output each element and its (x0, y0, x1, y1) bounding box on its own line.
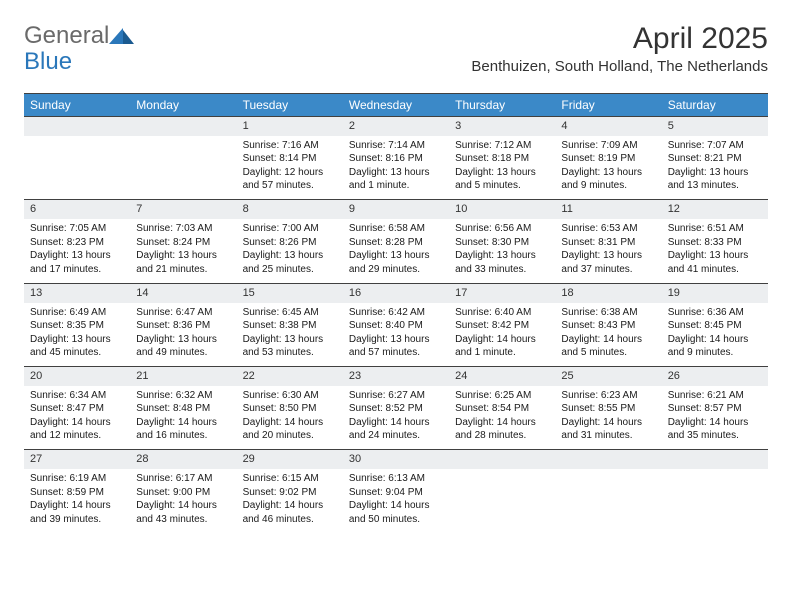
day-detail-cell: Sunrise: 7:00 AMSunset: 8:26 PMDaylight:… (237, 219, 343, 283)
day-number-cell (555, 450, 661, 469)
weekday-header: Tuesday (237, 94, 343, 117)
day-detail-cell: Sunrise: 6:34 AMSunset: 8:47 PMDaylight:… (24, 386, 130, 450)
day-detail-cell: Sunrise: 6:15 AMSunset: 9:02 PMDaylight:… (237, 469, 343, 533)
day-detail-cell: Sunrise: 6:42 AMSunset: 8:40 PMDaylight:… (343, 303, 449, 367)
day-number-cell: 22 (237, 367, 343, 386)
day-detail-cell: Sunrise: 6:58 AMSunset: 8:28 PMDaylight:… (343, 219, 449, 283)
day-number-cell: 13 (24, 283, 130, 302)
month-title: April 2025 (471, 22, 768, 56)
weekday-header: Saturday (662, 94, 768, 117)
day-detail-cell: Sunrise: 7:05 AMSunset: 8:23 PMDaylight:… (24, 219, 130, 283)
weekday-header: Friday (555, 94, 661, 117)
day-detail-cell: Sunrise: 6:36 AMSunset: 8:45 PMDaylight:… (662, 303, 768, 367)
day-number-cell: 16 (343, 283, 449, 302)
day-detail-cell: Sunrise: 6:19 AMSunset: 8:59 PMDaylight:… (24, 469, 130, 533)
day-detail-cell: Sunrise: 6:53 AMSunset: 8:31 PMDaylight:… (555, 219, 661, 283)
day-number-cell: 25 (555, 367, 661, 386)
day-detail-cell: Sunrise: 7:07 AMSunset: 8:21 PMDaylight:… (662, 136, 768, 200)
logo-text-general: General (24, 22, 109, 50)
day-number-cell: 18 (555, 283, 661, 302)
day-number-cell: 9 (343, 200, 449, 219)
day-number-cell: 24 (449, 367, 555, 386)
day-number-cell: 28 (130, 450, 236, 469)
location-text: Benthuizen, South Holland, The Netherlan… (471, 58, 768, 75)
logo-subtext: Blue (24, 48, 72, 76)
day-detail-cell (555, 469, 661, 533)
weekday-header: Sunday (24, 94, 130, 117)
day-number-cell: 10 (449, 200, 555, 219)
day-number-cell: 20 (24, 367, 130, 386)
day-number-cell: 7 (130, 200, 236, 219)
day-detail-cell: Sunrise: 6:45 AMSunset: 8:38 PMDaylight:… (237, 303, 343, 367)
day-number-cell (130, 117, 236, 136)
day-detail-cell: Sunrise: 6:38 AMSunset: 8:43 PMDaylight:… (555, 303, 661, 367)
day-detail-cell (130, 136, 236, 200)
day-number-cell (662, 450, 768, 469)
day-detail-cell: Sunrise: 6:13 AMSunset: 9:04 PMDaylight:… (343, 469, 449, 533)
day-detail-cell: Sunrise: 6:47 AMSunset: 8:36 PMDaylight:… (130, 303, 236, 367)
day-number-row: 13141516171819 (24, 283, 768, 302)
day-detail-cell: Sunrise: 7:14 AMSunset: 8:16 PMDaylight:… (343, 136, 449, 200)
title-block: April 2025 Benthuizen, South Holland, Th… (471, 22, 768, 75)
calendar-table: SundayMondayTuesdayWednesdayThursdayFrid… (24, 93, 768, 533)
day-number-cell (449, 450, 555, 469)
day-detail-row: Sunrise: 6:49 AMSunset: 8:35 PMDaylight:… (24, 303, 768, 367)
logo-triangle-icon (109, 24, 135, 46)
logo: General (24, 22, 137, 50)
day-number-cell: 30 (343, 450, 449, 469)
day-detail-cell: Sunrise: 6:56 AMSunset: 8:30 PMDaylight:… (449, 219, 555, 283)
day-number-cell: 6 (24, 200, 130, 219)
day-number-row: 20212223242526 (24, 367, 768, 386)
day-number-cell: 11 (555, 200, 661, 219)
day-detail-row: Sunrise: 7:05 AMSunset: 8:23 PMDaylight:… (24, 219, 768, 283)
day-number-cell: 17 (449, 283, 555, 302)
day-detail-cell: Sunrise: 6:32 AMSunset: 8:48 PMDaylight:… (130, 386, 236, 450)
day-detail-cell: Sunrise: 6:27 AMSunset: 8:52 PMDaylight:… (343, 386, 449, 450)
day-detail-cell: Sunrise: 6:25 AMSunset: 8:54 PMDaylight:… (449, 386, 555, 450)
day-detail-cell: Sunrise: 7:03 AMSunset: 8:24 PMDaylight:… (130, 219, 236, 283)
weekday-header: Wednesday (343, 94, 449, 117)
day-number-cell: 1 (237, 117, 343, 136)
day-detail-cell: Sunrise: 6:30 AMSunset: 8:50 PMDaylight:… (237, 386, 343, 450)
day-number-cell: 15 (237, 283, 343, 302)
day-number-cell: 19 (662, 283, 768, 302)
day-detail-row: Sunrise: 6:19 AMSunset: 8:59 PMDaylight:… (24, 469, 768, 533)
day-number-cell (24, 117, 130, 136)
day-detail-cell: Sunrise: 6:23 AMSunset: 8:55 PMDaylight:… (555, 386, 661, 450)
weekday-header: Thursday (449, 94, 555, 117)
day-number-row: 27282930 (24, 450, 768, 469)
day-number-cell: 5 (662, 117, 768, 136)
day-detail-cell: Sunrise: 7:16 AMSunset: 8:14 PMDaylight:… (237, 136, 343, 200)
day-detail-cell: Sunrise: 6:21 AMSunset: 8:57 PMDaylight:… (662, 386, 768, 450)
day-number-cell: 29 (237, 450, 343, 469)
day-detail-cell: Sunrise: 6:17 AMSunset: 9:00 PMDaylight:… (130, 469, 236, 533)
day-number-row: 12345 (24, 117, 768, 136)
day-detail-cell: Sunrise: 7:09 AMSunset: 8:19 PMDaylight:… (555, 136, 661, 200)
day-detail-cell: Sunrise: 6:49 AMSunset: 8:35 PMDaylight:… (24, 303, 130, 367)
day-detail-cell: Sunrise: 7:12 AMSunset: 8:18 PMDaylight:… (449, 136, 555, 200)
day-number-cell: 27 (24, 450, 130, 469)
day-number-cell: 4 (555, 117, 661, 136)
day-detail-row: Sunrise: 6:34 AMSunset: 8:47 PMDaylight:… (24, 386, 768, 450)
day-number-cell: 14 (130, 283, 236, 302)
day-number-cell: 23 (343, 367, 449, 386)
weekday-header: Monday (130, 94, 236, 117)
header: General April 2025 Benthuizen, South Hol… (24, 22, 768, 75)
day-number-cell: 12 (662, 200, 768, 219)
day-number-cell: 3 (449, 117, 555, 136)
day-number-cell: 21 (130, 367, 236, 386)
day-detail-cell (24, 136, 130, 200)
day-detail-cell: Sunrise: 6:51 AMSunset: 8:33 PMDaylight:… (662, 219, 768, 283)
day-detail-row: Sunrise: 7:16 AMSunset: 8:14 PMDaylight:… (24, 136, 768, 200)
day-number-cell: 8 (237, 200, 343, 219)
day-detail-cell (662, 469, 768, 533)
calendar-header-row: SundayMondayTuesdayWednesdayThursdayFrid… (24, 94, 768, 117)
day-number-cell: 2 (343, 117, 449, 136)
day-detail-cell (449, 469, 555, 533)
day-number-cell: 26 (662, 367, 768, 386)
day-number-row: 6789101112 (24, 200, 768, 219)
day-detail-cell: Sunrise: 6:40 AMSunset: 8:42 PMDaylight:… (449, 303, 555, 367)
